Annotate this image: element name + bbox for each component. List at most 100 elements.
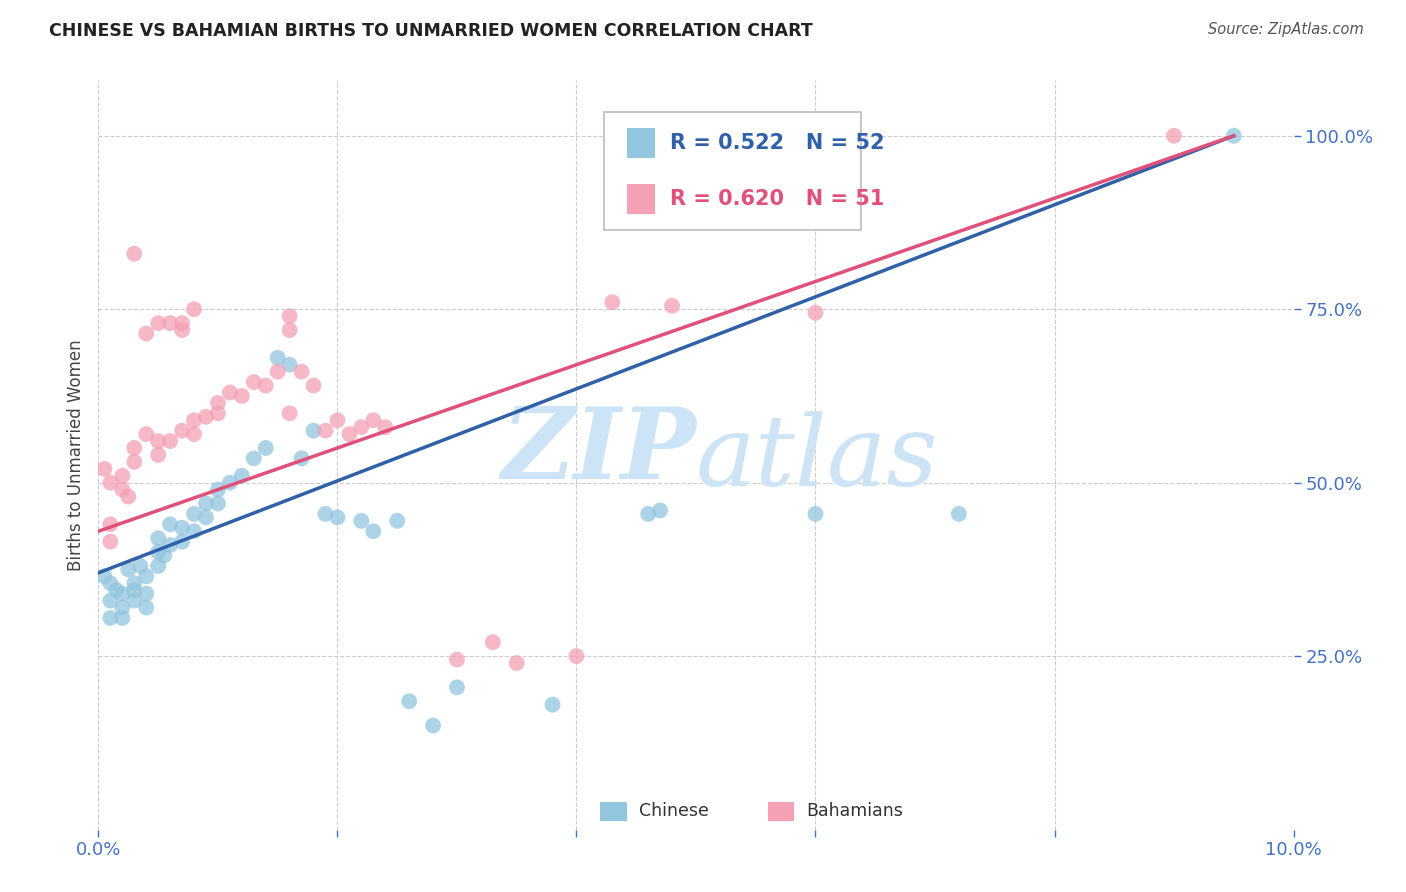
Point <box>148 448 170 462</box>
Point <box>135 326 157 341</box>
FancyBboxPatch shape <box>627 184 655 214</box>
Point <box>650 503 672 517</box>
Point <box>398 694 420 708</box>
Point <box>254 441 277 455</box>
Point <box>98 611 122 625</box>
Point <box>207 406 229 420</box>
Point <box>948 507 970 521</box>
Point <box>111 600 134 615</box>
Text: R = 0.522   N = 52: R = 0.522 N = 52 <box>669 133 884 153</box>
Point <box>159 517 181 532</box>
Point <box>124 583 146 598</box>
Point <box>231 389 253 403</box>
Point <box>135 587 157 601</box>
Text: Source: ZipAtlas.com: Source: ZipAtlas.com <box>1208 22 1364 37</box>
Point <box>183 413 205 427</box>
Point <box>482 635 505 649</box>
Point <box>117 562 139 576</box>
Point <box>363 524 385 539</box>
Point <box>278 309 301 323</box>
Point <box>195 496 218 510</box>
Point <box>159 316 181 330</box>
Point <box>350 514 373 528</box>
Point <box>153 549 176 563</box>
Point <box>129 558 152 573</box>
Point <box>278 406 301 420</box>
Point <box>422 718 444 732</box>
Point <box>124 593 146 607</box>
Point <box>117 490 139 504</box>
Point <box>183 427 205 442</box>
Point <box>98 517 122 532</box>
Point <box>363 413 385 427</box>
Point <box>446 652 468 666</box>
Point <box>219 475 242 490</box>
Point <box>243 451 266 466</box>
Point <box>148 531 170 545</box>
Point <box>302 378 325 392</box>
Point <box>661 299 683 313</box>
Point <box>148 316 170 330</box>
Point <box>172 424 194 438</box>
Point <box>385 514 409 528</box>
Point <box>172 534 194 549</box>
Point <box>124 455 146 469</box>
Point <box>374 420 396 434</box>
Point <box>231 468 253 483</box>
Text: atlas: atlas <box>696 411 939 507</box>
Point <box>207 396 229 410</box>
Point <box>111 483 134 497</box>
Point <box>243 375 266 389</box>
Point <box>159 434 181 448</box>
Point <box>278 323 301 337</box>
Text: ZIP: ZIP <box>501 403 696 500</box>
Point <box>98 593 122 607</box>
Point <box>326 413 349 427</box>
Point <box>195 510 218 524</box>
Point <box>98 475 122 490</box>
Point <box>148 545 170 559</box>
Point <box>804 306 827 320</box>
Point <box>183 302 205 317</box>
Point <box>446 681 468 695</box>
Point <box>254 378 277 392</box>
Point <box>506 656 529 670</box>
Text: R = 0.620   N = 51: R = 0.620 N = 51 <box>669 189 884 209</box>
Point <box>111 611 134 625</box>
Point <box>326 510 349 524</box>
Point <box>207 483 229 497</box>
Point <box>148 558 170 573</box>
Point <box>148 434 170 448</box>
Point <box>315 507 337 521</box>
Point <box>135 600 157 615</box>
Point <box>207 496 229 510</box>
Point <box>172 521 194 535</box>
Point <box>135 427 157 442</box>
FancyBboxPatch shape <box>605 112 860 230</box>
Point <box>302 424 325 438</box>
Point <box>183 507 205 521</box>
Point <box>195 409 218 424</box>
Point <box>98 576 122 591</box>
Point <box>278 358 301 372</box>
Point <box>111 468 134 483</box>
Point <box>124 576 146 591</box>
Point <box>267 351 290 365</box>
Text: Bahamians: Bahamians <box>806 802 903 821</box>
Point <box>93 569 115 583</box>
FancyBboxPatch shape <box>768 802 794 821</box>
Point <box>565 649 588 664</box>
Y-axis label: Births to Unmarried Women: Births to Unmarried Women <box>66 339 84 571</box>
Point <box>172 323 194 337</box>
Point <box>159 538 181 552</box>
Point <box>350 420 373 434</box>
Point <box>98 534 122 549</box>
Point <box>1223 128 1246 143</box>
Text: CHINESE VS BAHAMIAN BIRTHS TO UNMARRIED WOMEN CORRELATION CHART: CHINESE VS BAHAMIAN BIRTHS TO UNMARRIED … <box>49 22 813 40</box>
Point <box>291 451 314 466</box>
Point <box>291 365 314 379</box>
Point <box>219 385 242 400</box>
Point <box>105 583 128 598</box>
Point <box>124 441 146 455</box>
Point <box>339 427 361 442</box>
